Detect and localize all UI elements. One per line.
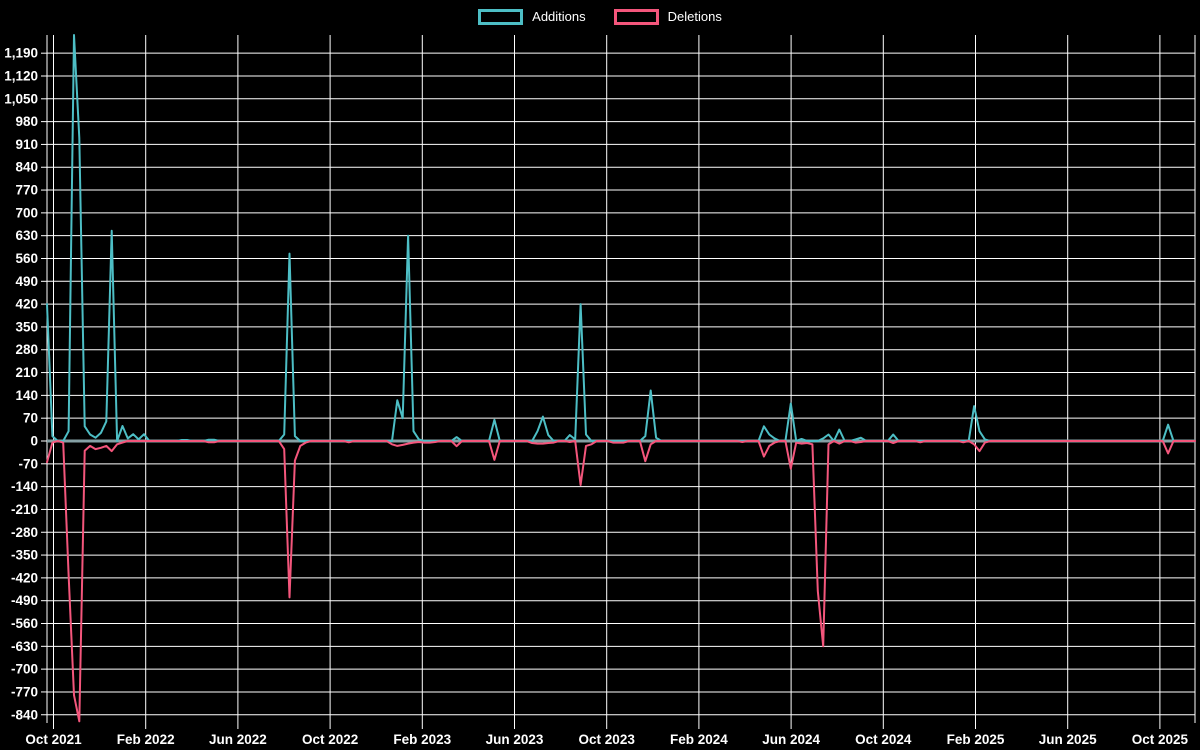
- y-tick-label: 70: [23, 411, 38, 426]
- y-tick-label: -840: [11, 707, 38, 722]
- x-tick-label: Feb 2024: [670, 732, 728, 747]
- x-tick-label: Oct 2022: [302, 732, 358, 747]
- legend-item-deletions[interactable]: Deletions: [613, 9, 722, 25]
- y-tick-label: 140: [15, 388, 38, 403]
- y-tick-label: 700: [15, 205, 38, 220]
- y-tick-label: -350: [11, 548, 38, 563]
- y-tick-label: 210: [15, 365, 38, 380]
- y-tick-label: 1,050: [4, 91, 38, 106]
- x-tick-label: Jun 2022: [209, 732, 267, 747]
- y-tick-label: -770: [11, 684, 38, 699]
- y-tick-label: 840: [15, 160, 38, 175]
- y-tick-label: -420: [11, 570, 38, 585]
- y-tick-label: 350: [15, 319, 38, 334]
- y-tick-label: -700: [11, 662, 38, 677]
- x-tick-label: Feb 2023: [393, 732, 451, 747]
- y-tick-label: 1,190: [4, 46, 38, 61]
- y-tick-label: 560: [15, 251, 38, 266]
- x-tick-label: Jun 2023: [486, 732, 544, 747]
- x-tick-label: Feb 2022: [117, 732, 175, 747]
- additions-line: [46, 34, 1197, 442]
- additions-swatch-icon: [478, 9, 524, 25]
- y-tick-label: -140: [11, 479, 38, 494]
- x-tick-label: Jun 2024: [762, 732, 820, 747]
- legend-item-additions[interactable]: Additions: [478, 9, 586, 25]
- x-tick-label: Oct 2025: [1132, 732, 1189, 747]
- y-tick-label: -630: [11, 639, 38, 654]
- x-tick-label: Oct 2024: [855, 732, 912, 747]
- y-tick-label: 630: [15, 228, 38, 243]
- y-tick-label: -280: [11, 525, 38, 540]
- y-tick-label: 1,120: [4, 68, 38, 83]
- deletions-line: [46, 440, 1197, 723]
- y-tick-label: 770: [15, 183, 38, 198]
- deletions-swatch-icon: [613, 9, 659, 25]
- y-tick-label: -560: [11, 616, 38, 631]
- y-tick-label: 980: [15, 114, 38, 129]
- y-tick-label: -70: [18, 456, 38, 471]
- y-tick-label: 490: [15, 274, 38, 289]
- x-tick-label: Oct 2021: [25, 732, 82, 747]
- y-tick-label: -490: [11, 593, 38, 608]
- y-tick-label: 0: [30, 434, 38, 449]
- x-tick-label: Feb 2025: [947, 732, 1005, 747]
- y-tick-label: -210: [11, 502, 38, 517]
- chart-legend: Additions Deletions: [0, 6, 1200, 28]
- x-tick-label: Oct 2023: [579, 732, 636, 747]
- y-tick-label: 420: [15, 297, 38, 312]
- y-tick-label: 280: [15, 342, 38, 357]
- legend-label-additions: Additions: [532, 9, 586, 24]
- legend-label-deletions: Deletions: [667, 9, 722, 24]
- x-tick-label: Jun 2025: [1039, 732, 1097, 747]
- y-tick-label: 910: [15, 137, 38, 152]
